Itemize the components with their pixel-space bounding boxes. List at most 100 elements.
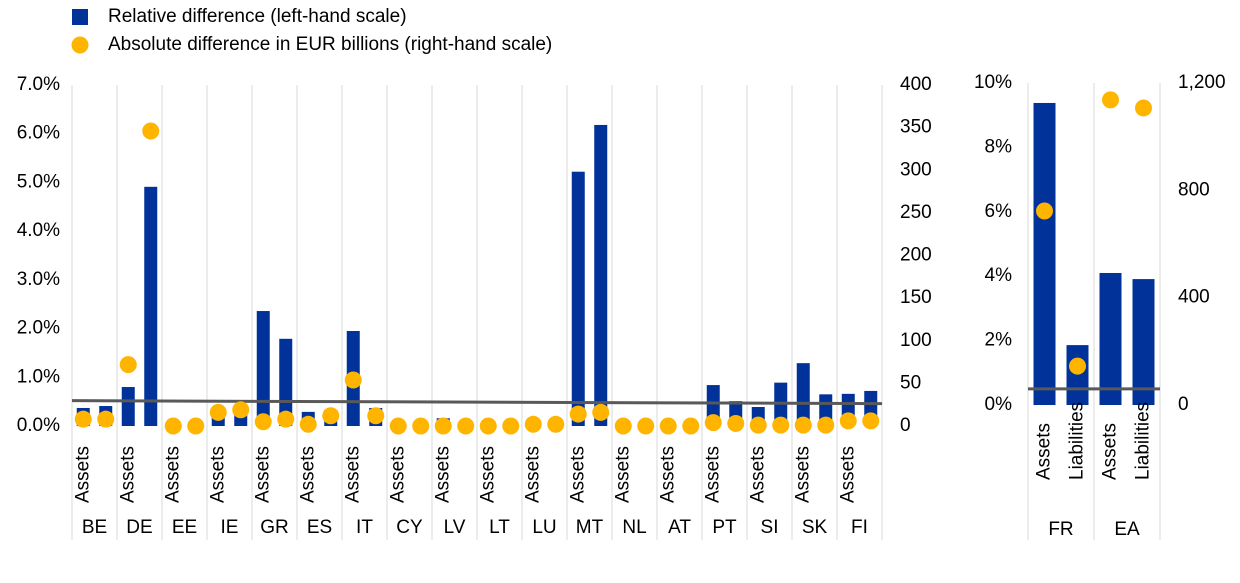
x-tick-label: Assets [837,446,858,503]
group-label: LU [532,517,556,538]
dot [817,416,835,434]
dot [614,417,632,435]
dot [119,356,137,374]
group-label: FI [851,517,868,538]
bar [594,124,608,427]
group-label: FR [1048,519,1073,540]
group-label: LT [489,517,510,538]
y-tick-label: 7.0% [17,74,60,95]
y2-tick-label: 100 [900,330,932,351]
y-tick-label: 4% [985,265,1013,286]
x-tick-label: Assets [342,446,363,503]
dot [389,417,407,435]
bar [256,311,270,426]
dot [322,407,340,425]
dot [299,415,317,433]
y-tick-label: 4.0% [17,220,60,241]
y2-tick-label: 0 [1178,394,1189,415]
x-tick-label: Assets [747,446,768,503]
bar [1066,345,1089,405]
y2-tick-label: 200 [900,245,932,266]
dot [142,122,160,140]
dot [862,412,880,430]
y2-tick-label: 50 [900,372,921,393]
y2-tick-label: 350 [900,117,932,138]
y-tick-label: 2% [985,330,1013,351]
x-tick-label: Assets [792,446,813,503]
group-label: GR [260,517,289,538]
x-tick-label: Assets [72,446,93,503]
legend-label: Absolute difference in EUR billions (rig… [108,34,552,55]
legend-swatch [72,9,88,25]
dot [277,410,295,428]
y-tick-label: 2.0% [17,318,60,339]
y-tick-label: 0.0% [17,415,60,436]
x-tick-label: Assets [702,446,723,503]
x-tick-label: Assets [297,446,318,503]
y-tick-label: 8% [985,136,1013,157]
dot [457,417,475,435]
legend-swatch [71,36,89,54]
x-tick-label: Assets [252,446,273,503]
x-tick-label: Assets [612,446,633,503]
group-label: PT [712,517,737,538]
y-tick-label: 3.0% [17,269,60,290]
group-label: CY [396,517,423,538]
dot [727,414,745,432]
group-label: EE [172,517,197,538]
dot [749,416,767,434]
y-tick-label: 0% [985,394,1013,415]
group-label: SK [802,517,828,538]
dot [232,401,250,419]
x-tick-label: Assets [477,446,498,503]
y2-tick-label: 800 [1178,179,1210,200]
y2-tick-label: 400 [900,74,932,95]
group-label: SI [761,517,779,538]
dot [1135,99,1152,117]
bar [279,338,293,426]
group-label: DE [126,517,152,538]
x-tick-label: Liabilities [1133,402,1154,480]
bar [1099,272,1122,405]
group-label: AT [668,517,691,538]
group-label: EA [1114,519,1140,540]
x-tick-label: Liabilities [1067,402,1088,480]
dot [254,413,272,431]
dot [772,416,790,434]
dot [524,415,542,433]
y2-tick-label: 250 [900,202,932,223]
y2-tick-label: 300 [900,159,932,180]
dot [502,417,520,435]
group-label: NL [622,517,646,538]
dot [164,417,182,435]
threshold-line [71,399,883,406]
dot [704,414,722,432]
dot [344,371,362,389]
dot [187,417,205,435]
bar [796,363,810,426]
group-label: MT [576,517,604,538]
dot [682,417,700,435]
y2-tick-label: 0 [900,415,911,436]
dot [592,403,610,421]
group-label: IE [221,517,239,538]
x-tick-label: Assets [432,446,453,503]
x-tick-label: Assets [207,446,228,503]
dot [209,403,227,421]
y-tick-label: 6% [985,201,1013,222]
group-label: BE [82,517,107,538]
dot [1069,357,1086,375]
x-tick-label: Assets [1100,423,1121,480]
dot [1102,91,1119,109]
y2-tick-label: 150 [900,287,932,308]
group-label: ES [307,517,332,538]
dot [74,410,92,428]
dot [637,417,655,435]
x-tick-label: Assets [657,446,678,503]
x-tick-label: Assets [387,446,408,503]
dot [839,412,857,430]
dot [434,417,452,435]
dot [659,417,677,435]
dot [367,407,385,425]
